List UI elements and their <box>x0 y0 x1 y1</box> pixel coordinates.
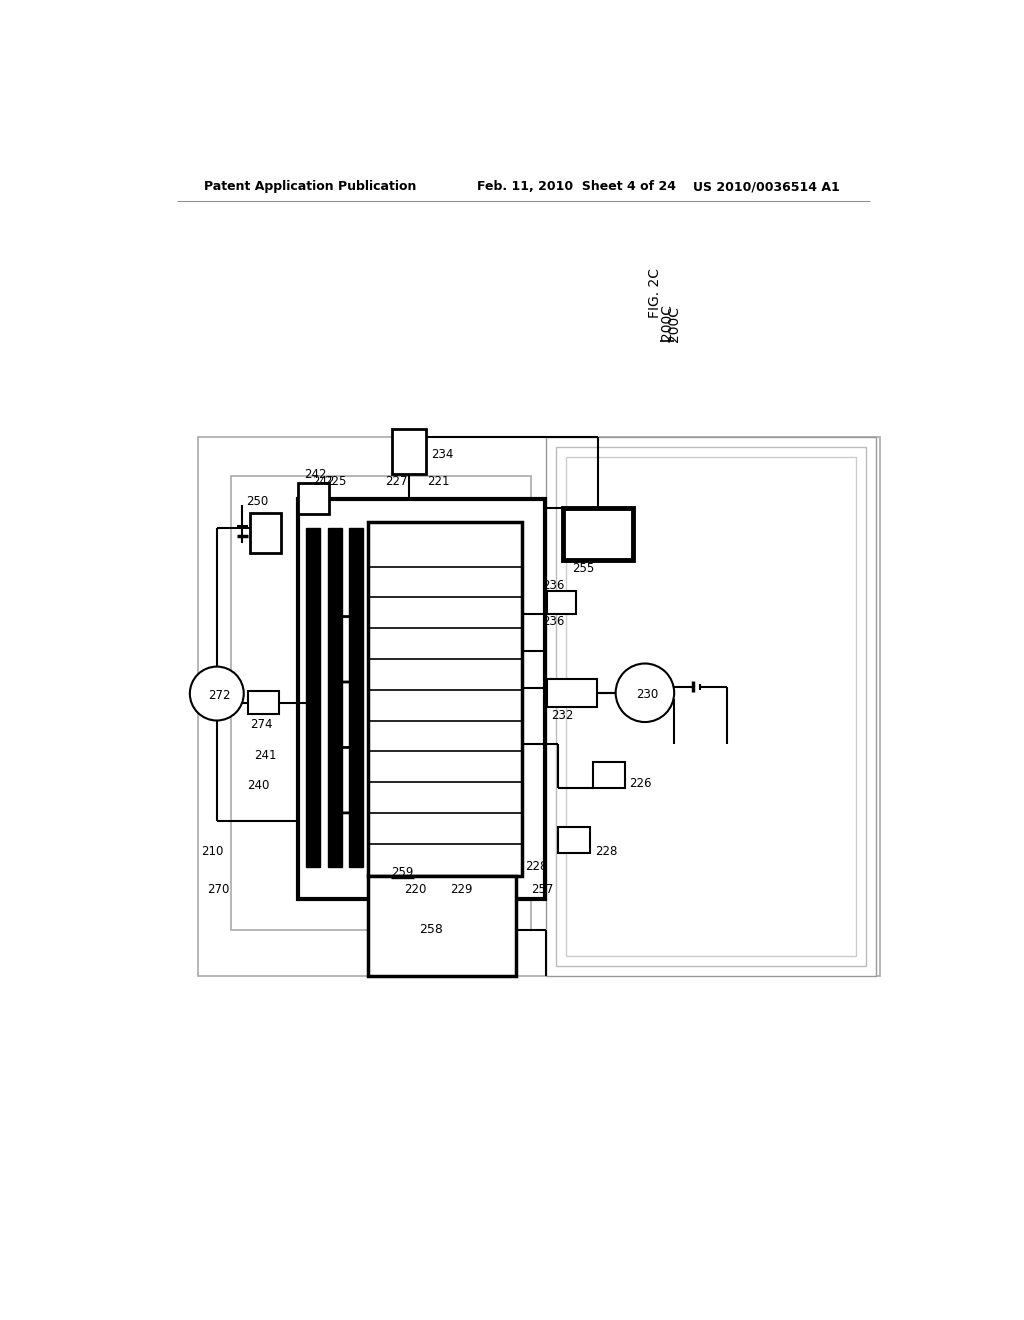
Text: 220: 220 <box>403 883 426 896</box>
Bar <box>558 826 590 853</box>
Text: 210: 210 <box>202 845 224 858</box>
Text: 229: 229 <box>451 883 473 896</box>
Text: 228: 228 <box>595 845 617 858</box>
Text: 225: 225 <box>325 475 347 488</box>
Bar <box>547 678 597 706</box>
Bar <box>199 437 880 977</box>
Text: 236: 236 <box>543 615 565 628</box>
Bar <box>298 483 330 515</box>
Text: US 2010/0036514 A1: US 2010/0036514 A1 <box>692 181 840 194</box>
Text: 230: 230 <box>636 688 658 701</box>
Circle shape <box>615 664 674 722</box>
Text: 240: 240 <box>248 779 270 792</box>
Text: 259: 259 <box>391 866 414 879</box>
Text: FIG. 2C: FIG. 2C <box>648 268 662 318</box>
Text: 232: 232 <box>551 709 573 722</box>
Text: 258: 258 <box>419 924 443 936</box>
Text: 272: 272 <box>208 689 230 702</box>
Text: 228: 228 <box>524 861 547 874</box>
Text: 234: 234 <box>431 449 454 462</box>
Text: 257: 257 <box>531 883 553 896</box>
Text: 221: 221 <box>427 475 450 488</box>
Text: 241: 241 <box>254 748 276 762</box>
Bar <box>230 475 531 929</box>
Bar <box>328 528 342 867</box>
Bar <box>298 499 545 899</box>
Text: 274: 274 <box>250 718 272 731</box>
Text: Patent Application Publication: Patent Application Publication <box>204 181 416 194</box>
Bar <box>392 429 426 474</box>
Text: 255: 255 <box>572 561 595 574</box>
Text: 226: 226 <box>630 777 652 791</box>
Text: 242: 242 <box>304 467 327 480</box>
Text: 227: 227 <box>385 475 408 488</box>
Bar <box>368 521 521 876</box>
Text: 270: 270 <box>208 883 230 896</box>
Text: 250: 250 <box>246 495 268 508</box>
Bar <box>593 762 625 788</box>
Bar <box>368 876 515 977</box>
Bar <box>566 457 856 956</box>
Bar <box>249 692 280 714</box>
Bar <box>547 591 577 614</box>
Text: Feb. 11, 2010  Sheet 4 of 24: Feb. 11, 2010 Sheet 4 of 24 <box>477 181 676 194</box>
Text: 200C: 200C <box>660 304 674 339</box>
Bar <box>250 512 281 553</box>
Bar <box>547 437 876 977</box>
Text: 236: 236 <box>543 579 565 593</box>
Bar <box>349 528 364 867</box>
Bar <box>306 528 319 867</box>
Text: 200C: 200C <box>668 306 681 342</box>
Bar <box>556 447 866 966</box>
Circle shape <box>189 667 244 721</box>
Bar <box>563 508 633 561</box>
Text: 242: 242 <box>312 475 335 488</box>
